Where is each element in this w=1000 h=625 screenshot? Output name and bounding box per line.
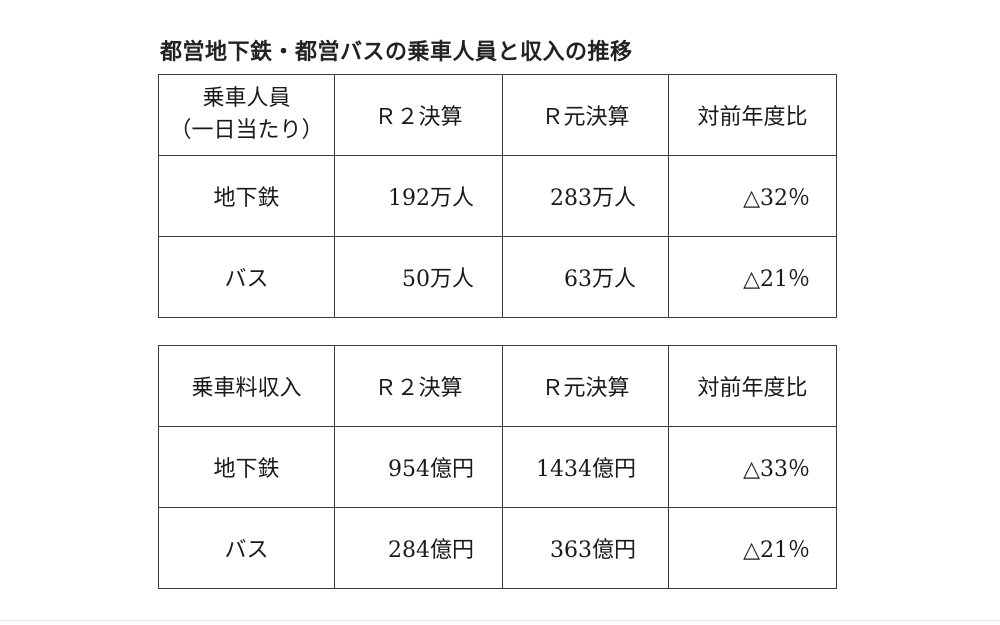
header-cell-label: 乗車人員 （一日当たり） bbox=[158, 74, 335, 156]
cell-ratio-value: △33％ bbox=[668, 426, 837, 508]
header-cell-r2: Ｒ２決算 bbox=[334, 74, 503, 156]
header-cell-r2: Ｒ２決算 bbox=[334, 345, 503, 427]
cell-r2-value: 192万人 bbox=[334, 155, 503, 237]
table-header-row: 乗車人員 （一日当たり） Ｒ２決算 Ｒ元決算 対前年度比 bbox=[158, 74, 837, 156]
header-cell-r1: Ｒ元決算 bbox=[502, 74, 669, 156]
header-label-line2: （一日当たり） bbox=[169, 118, 324, 143]
header-cell-ratio: 対前年度比 bbox=[668, 345, 837, 427]
table-row: バス 284億円 363億円 △21％ bbox=[158, 507, 837, 589]
cell-ratio-value: △32％ bbox=[668, 155, 837, 237]
cell-ratio-value: △21％ bbox=[668, 507, 837, 589]
table-row: 地下鉄 954億円 1434億円 △33％ bbox=[158, 426, 837, 508]
header-cell-ratio: 対前年度比 bbox=[668, 74, 837, 156]
cell-ratio-value: △21％ bbox=[668, 236, 837, 318]
row-label: バス bbox=[158, 236, 335, 318]
cell-r1-value: 63万人 bbox=[502, 236, 669, 318]
header-label-line1: 乗車人員 bbox=[202, 86, 291, 111]
ridership-table: 乗車人員 （一日当たり） Ｒ２決算 Ｒ元決算 対前年度比 地下鉄 192万人 2… bbox=[158, 74, 837, 318]
table-row: 地下鉄 192万人 283万人 △32％ bbox=[158, 155, 837, 237]
revenue-table: 乗車料収入 Ｒ２決算 Ｒ元決算 対前年度比 地下鉄 954億円 1434億円 △… bbox=[158, 345, 837, 589]
cell-r1-value: 283万人 bbox=[502, 155, 669, 237]
header-cell-r1: Ｒ元決算 bbox=[502, 345, 669, 427]
row-label: 地下鉄 bbox=[158, 155, 335, 237]
header-cell-label: 乗車料収入 bbox=[158, 345, 335, 427]
cell-r2-value: 50万人 bbox=[334, 236, 503, 318]
divider bbox=[0, 620, 1000, 621]
cell-r1-value: 1434億円 bbox=[502, 426, 669, 508]
table-header-row: 乗車料収入 Ｒ２決算 Ｒ元決算 対前年度比 bbox=[158, 345, 837, 427]
cell-r1-value: 363億円 bbox=[502, 507, 669, 589]
row-label: バス bbox=[158, 507, 335, 589]
page-title: 都営地下鉄・都営バスの乗車人員と収入の推移 bbox=[160, 40, 633, 65]
row-label: 地下鉄 bbox=[158, 426, 335, 508]
cell-r2-value: 954億円 bbox=[334, 426, 503, 508]
cell-r2-value: 284億円 bbox=[334, 507, 503, 589]
table-row: バス 50万人 63万人 △21％ bbox=[158, 236, 837, 318]
